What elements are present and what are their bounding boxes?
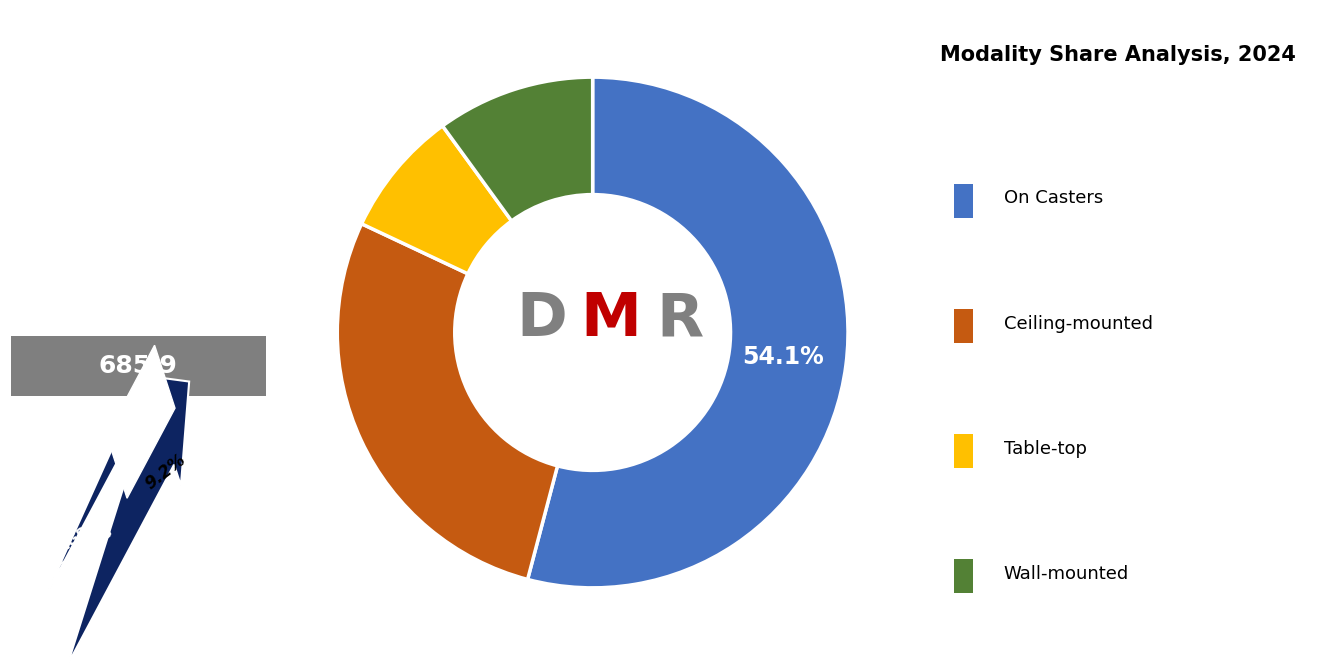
FancyBboxPatch shape — [11, 336, 266, 396]
Text: Ceiling-mounted: Ceiling-mounted — [1004, 315, 1152, 332]
FancyBboxPatch shape — [954, 184, 973, 218]
Text: 685.9: 685.9 — [99, 354, 178, 378]
Text: CAGR
2024-2033: CAGR 2024-2033 — [33, 511, 117, 586]
Polygon shape — [107, 345, 175, 498]
Wedge shape — [528, 77, 848, 588]
Text: Global Ophthalmic
Microscopes  Market
Size
(USD Million), 2024: Global Ophthalmic Microscopes Market Siz… — [53, 241, 224, 317]
Text: 9.2%: 9.2% — [142, 451, 190, 493]
FancyBboxPatch shape — [954, 434, 973, 468]
Text: Dimension
Market
Research: Dimension Market Research — [51, 59, 225, 154]
Text: Modality Share Analysis, 2024: Modality Share Analysis, 2024 — [940, 45, 1296, 65]
Wedge shape — [362, 126, 511, 274]
Text: On Casters: On Casters — [1004, 190, 1104, 207]
Text: 54.1%: 54.1% — [741, 345, 823, 369]
Text: M: M — [579, 290, 641, 349]
FancyBboxPatch shape — [954, 309, 973, 343]
Text: Table-top: Table-top — [1004, 440, 1087, 458]
Wedge shape — [443, 77, 593, 221]
Text: D: D — [516, 290, 568, 349]
Text: R: R — [656, 290, 703, 349]
Wedge shape — [337, 224, 557, 579]
FancyBboxPatch shape — [954, 559, 973, 593]
Text: Wall-mounted: Wall-mounted — [1004, 565, 1129, 583]
Polygon shape — [45, 376, 190, 665]
